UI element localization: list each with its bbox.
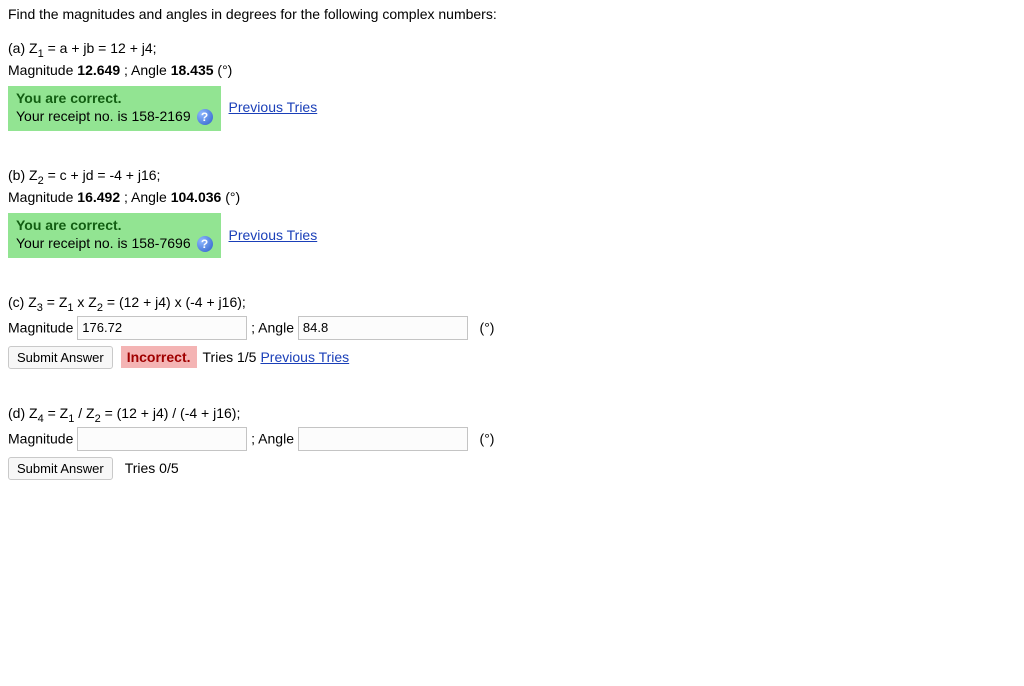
part-c: (c) Z3 = Z1 x Z2 = (12 + j4) x (-4 + j16… [8,294,1016,369]
mag-label: Magnitude [8,189,73,205]
magnitude-input[interactable] [77,427,247,451]
part-d-inputs: Magnitude ; Angle (°) [8,427,1016,451]
incorrect-feedback: Incorrect. [121,346,197,368]
eq-text: = Z [43,294,68,310]
tries-text: Tries 1/5 [203,349,257,365]
question-prompt: Find the magnitudes and angles in degree… [8,6,1016,22]
previous-tries-link[interactable]: Previous Tries [229,227,318,243]
eq-text: x Z [74,294,97,310]
mag-value: 12.649 [77,62,120,78]
eq-text: = (12 + j4) / (-4 + j16); [101,405,241,421]
part-c-equation: (c) Z3 = Z1 x Z2 = (12 + j4) x (-4 + j16… [8,294,1016,314]
eq-text: = a + jb = 12 + j4; [44,40,157,56]
receipt-line: Your receipt no. is 158-7696 ? [16,235,213,252]
part-a: (a) Z1 = a + jb = 12 + j4; Magnitude 12.… [8,40,1016,131]
eq-text: = c + jd = -4 + j16; [44,167,161,183]
angle-label: ; Angle [120,62,171,78]
degree-unit: (°) [225,189,240,205]
tries-text: Tries 0/5 [125,460,179,476]
degree-unit: (°) [480,319,495,335]
part-d-submit-row: Submit Answer Tries 0/5 [8,457,1016,480]
part-b-equation: (b) Z2 = c + jd = -4 + j16; [8,167,1016,187]
angle-label: ; Angle [251,319,298,335]
receipt-no: 158-2169 [131,108,190,124]
eq-text: (b) Z [8,167,38,183]
mag-label: Magnitude [8,62,73,78]
part-a-equation: (a) Z1 = a + jb = 12 + j4; [8,40,1016,60]
part-a-result: Magnitude 12.649 ; Angle 18.435 (°) [8,62,1016,78]
submit-answer-button[interactable]: Submit Answer [8,457,113,480]
angle-label: ; Angle [120,189,171,205]
mag-value: 16.492 [77,189,120,205]
eq-text: = Z [44,405,69,421]
correct-header: You are correct. [16,90,213,106]
angle-value: 104.036 [171,189,222,205]
part-b-result: Magnitude 16.492 ; Angle 104.036 (°) [8,189,1016,205]
receipt-prefix: Your receipt no. is [16,235,131,251]
correct-feedback-box: You are correct. Your receipt no. is 158… [8,86,221,131]
part-b: (b) Z2 = c + jd = -4 + j16; Magnitude 16… [8,167,1016,258]
eq-text: / Z [74,405,94,421]
eq-text: (c) Z [8,294,37,310]
part-c-inputs: Magnitude ; Angle (°) [8,316,1016,340]
degree-unit: (°) [217,62,232,78]
previous-tries-link[interactable]: Previous Tries [260,349,349,365]
part-c-submit-row: Submit Answer Incorrect. Tries 1/5 Previ… [8,346,1016,369]
mag-label: Magnitude [8,430,73,446]
help-icon[interactable]: ? [197,236,213,252]
previous-tries-link[interactable]: Previous Tries [229,99,318,115]
receipt-line: Your receipt no. is 158-2169 ? [16,108,213,125]
eq-text: (a) Z [8,40,38,56]
eq-text: (d) Z [8,405,38,421]
angle-input[interactable] [298,316,468,340]
angle-value: 18.435 [171,62,214,78]
correct-feedback-box: You are correct. Your receipt no. is 158… [8,213,221,258]
help-icon[interactable]: ? [197,109,213,125]
angle-input[interactable] [298,427,468,451]
magnitude-input[interactable] [77,316,247,340]
part-d: (d) Z4 = Z1 / Z2 = (12 + j4) / (-4 + j16… [8,405,1016,480]
degree-unit: (°) [480,430,495,446]
correct-header: You are correct. [16,217,213,233]
angle-label: ; Angle [251,430,298,446]
submit-answer-button[interactable]: Submit Answer [8,346,113,369]
receipt-no: 158-7696 [131,235,190,251]
receipt-prefix: Your receipt no. is [16,108,131,124]
mag-label: Magnitude [8,319,73,335]
part-d-equation: (d) Z4 = Z1 / Z2 = (12 + j4) / (-4 + j16… [8,405,1016,425]
eq-text: = (12 + j4) x (-4 + j16); [103,294,246,310]
